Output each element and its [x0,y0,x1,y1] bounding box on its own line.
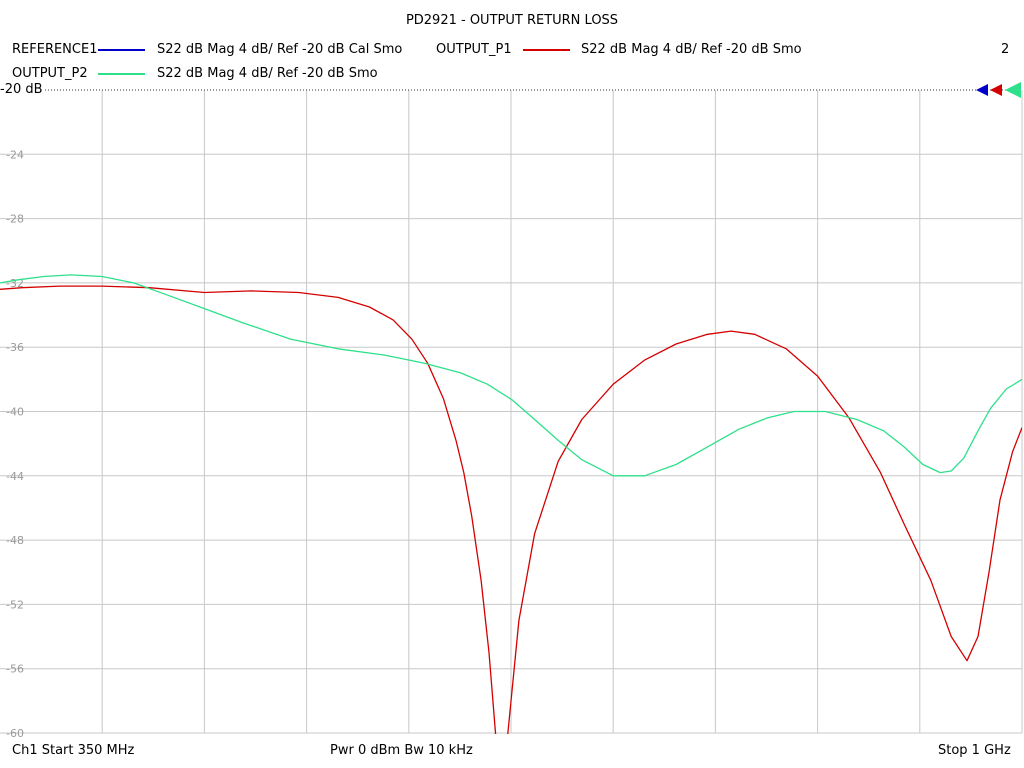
reference-markers [976,82,1021,98]
y-tick-label: -56 [6,663,24,676]
grid-lines [0,89,1023,734]
footer-start: Ch1 Start 350 MHz [12,743,135,758]
reference-marker-output-p1 [990,84,1002,96]
y-tick-label: -28 [6,213,24,226]
trace-count: 2 [1001,42,1010,57]
y-tick-label: -44 [6,470,24,483]
y-tick-label: -60 [6,727,24,740]
legend-name-output-p2: OUTPUT_P2 [12,66,88,81]
trace-output-p2 [0,274,1022,477]
y-tick-label: -52 [6,598,24,611]
y-tick-label: -24 [6,148,24,161]
reference-marker-reference1 [976,84,988,96]
legend-desc-output-p1: S22 dB Mag 4 dB/ Ref -20 dB Smo [581,42,802,57]
legend-swatch-output-p1 [523,49,570,51]
reference-level-label: -20 dB [0,82,45,97]
reference-marker-output-p2 [1005,82,1021,98]
legend-swatch-reference1 [98,49,145,51]
footer-stop: Stop 1 GHz [938,743,1011,758]
footer-power-bw: Pwr 0 dBm Bw 10 kHz [330,743,473,758]
y-tick-label: -36 [6,341,24,354]
legend-desc-output-p2: S22 dB Mag 4 dB/ Ref -20 dB Smo [157,66,378,81]
legend-desc-reference1: S22 dB Mag 4 dB/ Ref -20 dB Cal Smo [157,42,403,57]
traces [0,274,1022,734]
y-tick-label: -40 [6,406,24,419]
y-tick-labels: -24-28-32-36-40-44-48-52-56-60 [6,148,24,740]
trace-output-p1 [0,285,1022,734]
legend-name-reference1: REFERENCE1 [12,42,98,57]
legend-name-output-p1: OUTPUT_P1 [436,42,512,57]
chart-title: PD2921 - OUTPUT RETURN LOSS [405,13,619,28]
legend-swatch-output-p2 [98,73,145,75]
y-tick-label: -48 [6,534,24,547]
